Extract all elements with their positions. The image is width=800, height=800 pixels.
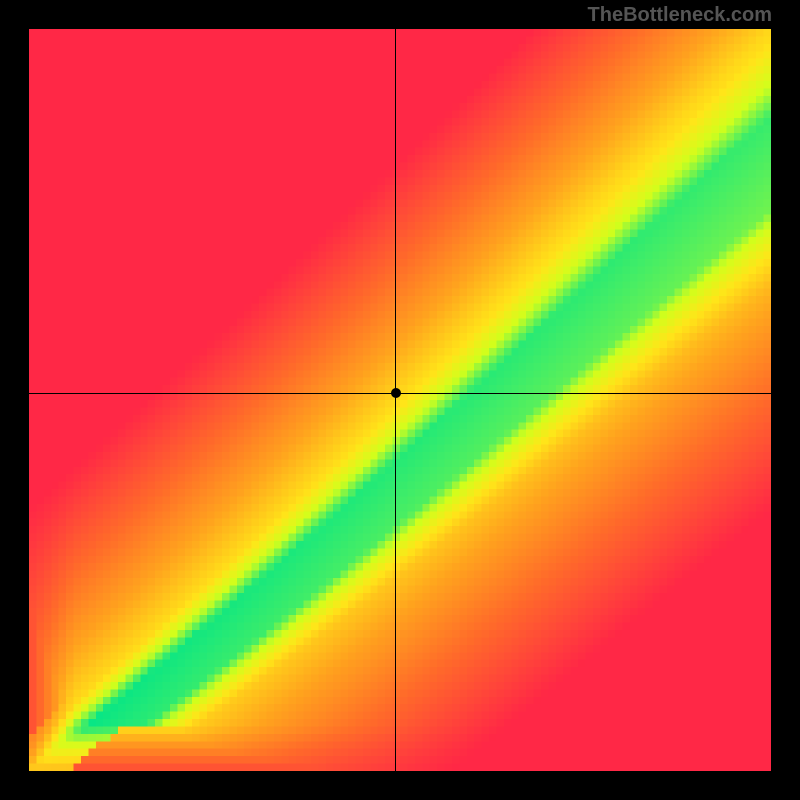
crosshair-vertical	[395, 29, 396, 771]
chart-container: TheBottleneck.com	[0, 0, 800, 800]
crosshair-marker-dot	[391, 388, 401, 398]
bottleneck-heatmap	[29, 29, 771, 771]
watermark-text: TheBottleneck.com	[588, 4, 772, 27]
